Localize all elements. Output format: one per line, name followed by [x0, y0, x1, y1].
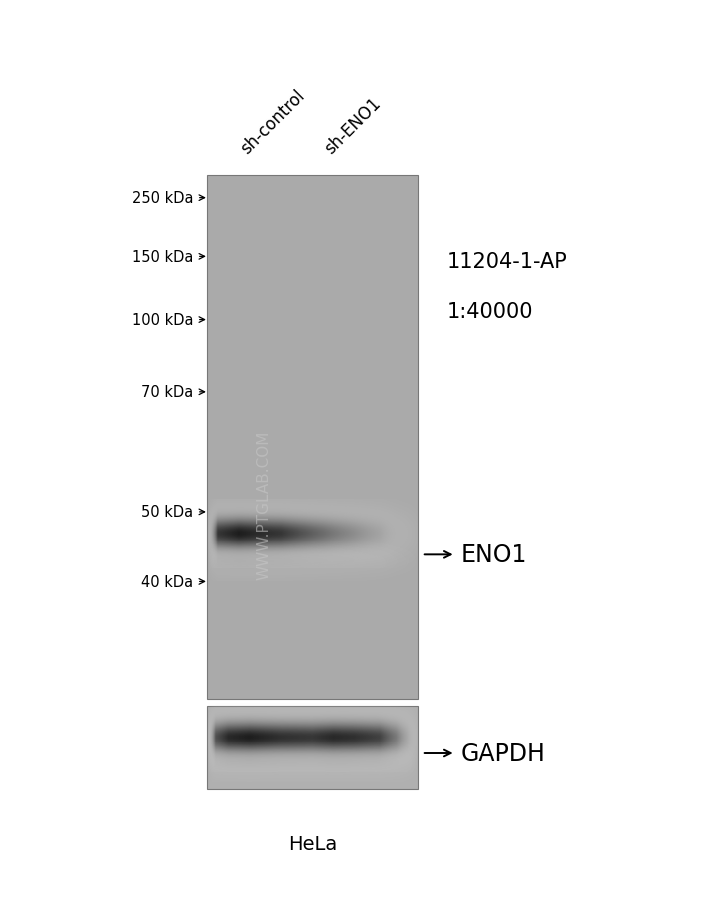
Text: ENO1: ENO1: [460, 543, 527, 566]
Text: 1:40000: 1:40000: [446, 301, 533, 321]
Text: 11204-1-AP: 11204-1-AP: [446, 252, 567, 272]
Text: sh-control: sh-control: [237, 87, 308, 158]
Text: 70 kDa: 70 kDa: [141, 385, 193, 400]
Text: 250 kDa: 250 kDa: [132, 191, 193, 206]
Text: 40 kDa: 40 kDa: [141, 575, 193, 589]
Text: 100 kDa: 100 kDa: [132, 313, 193, 327]
Text: 50 kDa: 50 kDa: [141, 505, 193, 520]
FancyBboxPatch shape: [207, 706, 418, 789]
Text: sh-ENO1: sh-ENO1: [321, 95, 385, 158]
Text: GAPDH: GAPDH: [460, 741, 546, 765]
Text: HeLa: HeLa: [288, 833, 337, 853]
Text: WWW.PTGLAB.COM: WWW.PTGLAB.COM: [256, 430, 271, 580]
Text: 150 kDa: 150 kDa: [132, 250, 193, 264]
FancyBboxPatch shape: [207, 176, 418, 699]
